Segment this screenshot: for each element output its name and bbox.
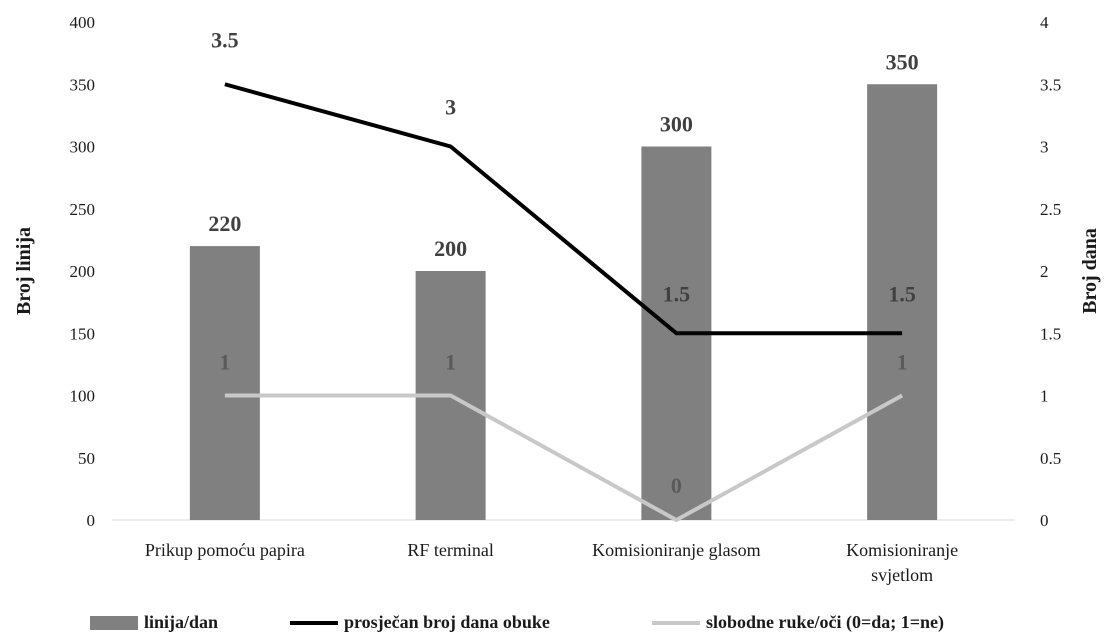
bar-data-label: 200 (434, 236, 467, 261)
series-line (224, 393, 904, 522)
y-left-tick-label: 400 (70, 13, 96, 32)
legend-label: linija/dan (144, 612, 218, 632)
y-right-tick-label: 0 (1040, 511, 1049, 530)
lines-group (224, 82, 904, 522)
bar-data-label: 300 (660, 112, 693, 137)
y-right-tick-label: 2 (1040, 262, 1049, 281)
y-left-tick-label: 250 (70, 200, 96, 219)
y-right-tick-label: 1 (1040, 387, 1049, 406)
y-left-tick-label: 100 (70, 387, 96, 406)
legend-label: prosječan broj dana obuke (344, 612, 550, 632)
line-data-label: 1 (445, 350, 456, 375)
legend-label: slobodne ruke/oči (0=da; 1=ne) (706, 612, 944, 633)
x-category-label: Komisioniranje (846, 540, 958, 560)
bar-data-label: 350 (886, 49, 919, 74)
x-category-label: RF terminal (407, 540, 494, 560)
line-data-label: 1.5 (663, 281, 691, 306)
y-right-tick-label: 3.5 (1040, 75, 1061, 94)
x-category-label: Prikup pomoću papira (145, 540, 305, 560)
x-category-label: Komisioniranje glasom (592, 540, 760, 560)
line-data-label: 1 (219, 350, 230, 375)
y-right-tick-label: 4 (1040, 13, 1049, 32)
y-left-axis-title: Broj linija (13, 227, 35, 315)
legend-swatch (90, 616, 138, 630)
line-data-label: 1 (897, 350, 908, 375)
y-left-tick-label: 350 (70, 75, 96, 94)
y-right-tick-label: 1.5 (1040, 324, 1061, 343)
axes-group: 0 50 100 150 200 250 300 350 400 0 0.5 1 1.5 2 2.5 3 3.5… (13, 13, 1101, 585)
series-line (224, 82, 903, 336)
line-data-label: 3 (445, 95, 456, 120)
x-category-label: svjetlom (871, 565, 933, 585)
legend-group: linija/dan prosječan broj dana obuke slobo… (90, 612, 944, 633)
line-data-label: 3.5 (211, 27, 239, 52)
line-data-label: 1.5 (888, 281, 916, 306)
y-left-tick-label: 150 (70, 324, 96, 343)
line-data-label: 0 (671, 473, 682, 498)
y-right-tick-label: 3 (1040, 138, 1049, 157)
bars-group (189, 84, 938, 520)
bar (189, 246, 260, 520)
y-right-tick-label: 2.5 (1040, 200, 1061, 219)
bar (867, 84, 938, 520)
y-left-tick-label: 50 (78, 449, 95, 468)
y-right-axis-title: Broj dana (1079, 228, 1101, 314)
y-left-tick-label: 0 (87, 511, 96, 530)
bar-data-label: 220 (208, 211, 241, 236)
data-labels-group: 220 200 300 350 3.5 3 1.5 1.5 1 1 0 1 (208, 27, 918, 498)
y-left-tick-label: 300 (70, 138, 96, 157)
y-right-tick-label: 0.5 (1040, 449, 1061, 468)
y-left-tick-label: 200 (70, 262, 96, 281)
